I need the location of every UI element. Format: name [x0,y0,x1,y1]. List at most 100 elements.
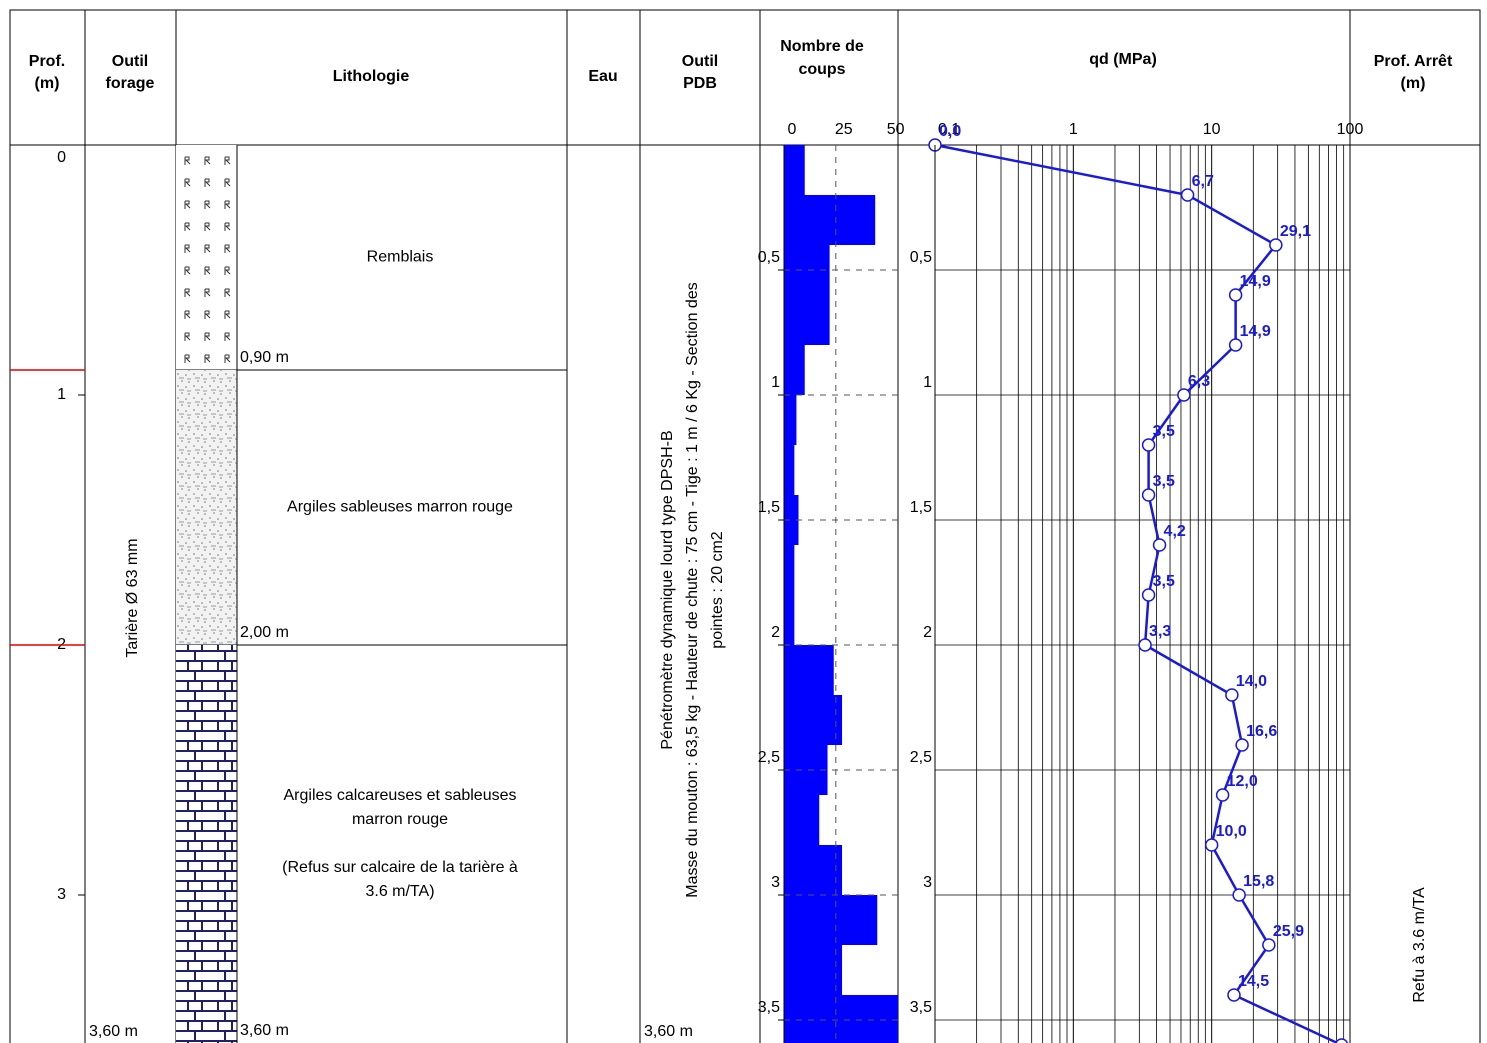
x-tick-label: 0,1 [938,121,960,138]
qd-value-label: 14,5 [1238,973,1269,990]
qd-value-label: 14,9 [1240,323,1271,340]
x-tick-label: 25 [835,121,853,138]
blow-count-bar [784,895,878,945]
blow-count-bar [784,595,795,645]
header-label: PDB [683,75,717,92]
blow-count-bar [784,395,797,445]
qd-value-label: 3,5 [1153,423,1175,440]
depth-label: 0 [57,149,66,166]
blow-count-bar [784,695,843,745]
blow-count-bar [784,495,799,545]
lithology-pattern [176,370,237,645]
outer-frame [9,9,1481,1043]
depth-label: 1 [57,386,66,403]
blow-count-bar [784,645,834,695]
qd-point [1141,438,1156,452]
column-borders [84,10,1351,1043]
blow-count-bar [784,795,820,845]
header-label: Outil [112,53,148,70]
blow-count-bar [784,345,805,395]
layer-description: Argiles calcareuses et sableuses [283,787,516,804]
layer-description: Remblais [367,249,434,266]
qd-point [1180,188,1195,202]
penetrometer-info: Masse du mouton : 63,5 kg - Hauteur de c… [684,282,701,897]
qd-point [1228,288,1243,302]
y-tick-label: 0,5 [910,249,932,266]
y-tick-label: 1,5 [910,499,932,516]
y-tick-label: 3,5 [910,999,932,1016]
lithology-pattern [176,645,237,1043]
layer-description: 3.6 m/TA) [365,883,434,900]
layer-description: Argiles sableuses marron rouge [287,499,513,516]
y-tick-label: 3,5 [758,999,780,1016]
header-label: Nombre de [780,38,864,55]
blow-count-bar [784,445,795,495]
y-tick-label: 0,5 [758,249,780,266]
y-tick-label: 2 [923,624,932,641]
qd-point [1138,638,1152,652]
penetrometer-base: 3,60 m [644,1023,693,1040]
stop-depth: Refu à 3.6 m/TA [1411,887,1428,1003]
y-tick-label: 3 [923,874,932,891]
x-tick-label: 0 [788,121,797,138]
qd-value-label: 29,1 [1280,223,1311,240]
penetrometer-info: Pénétromètre dynamique lourd type DPSH-B [659,430,676,749]
qd-point [1152,538,1167,552]
qd-point [1335,1038,1349,1043]
header-label: coups [798,61,845,78]
blow-count-bar [784,945,843,995]
qd-point [1227,988,1241,1002]
header-label: forage [106,75,155,92]
x-tick-label: 10 [1203,121,1221,138]
header-label: Prof. Arrêt [1374,53,1453,70]
qd-value-label: 25,9 [1273,923,1304,940]
lithology-pattern [176,145,237,370]
layer-base: 0,90 m [240,349,289,366]
header-label: (m) [1401,75,1426,92]
y-tick-label: 1 [771,374,780,391]
qd-point [1177,388,1191,402]
qd-value-label: 14,0 [1236,673,1267,690]
qd-value-label: 0,0 [939,123,961,140]
drilling-tool: Tarière Ø 63 mm [124,538,141,657]
blow-count-bar [784,295,830,345]
header-label: qd (MPa) [1089,51,1157,68]
y-tick-label: 1,5 [758,499,780,516]
qd-value-label: 16,6 [1246,723,1277,740]
header-label: Prof. [29,53,65,70]
y-tick-label: 1 [923,374,932,391]
header-label: Lithologie [333,68,410,85]
qd-value-label: 15,8 [1243,873,1274,890]
y-tick-label: 3 [771,874,780,891]
header-label: Eau [588,68,617,85]
layer-description: marron rouge [352,811,448,828]
qd-value-label: 4,2 [1164,523,1186,540]
qd-point [1225,688,1239,702]
depth-label: 3 [57,886,66,903]
qd-point [1262,938,1276,952]
x-tick-label: 1 [1069,121,1078,138]
layer-description: (Refus sur calcaire de la tarière à [282,859,518,876]
header-label: (m) [35,75,60,92]
qd-point [1228,338,1243,352]
blow-count-bar [784,845,843,895]
qd-point [1215,788,1230,802]
qd-value-label: 14,9 [1240,273,1271,290]
y-tick-label: 2,5 [910,749,932,766]
qd-value-label: 3,3 [1149,623,1171,640]
qd-point [1141,588,1156,602]
y-tick-label: 2 [771,624,780,641]
x-tick-label: 100 [1337,121,1364,138]
qd-value-label: 3,5 [1153,473,1175,490]
qd-value-label: 3,5 [1153,573,1175,590]
qd-value-label: 10,0 [1216,823,1247,840]
layer-base: 2,00 m [240,624,289,641]
qd-value-label: 6,3 [1188,373,1210,390]
drilling-base: 3,60 m [89,1023,138,1040]
penetrometer-info: pointes : 20 cm2 [709,531,726,649]
qd-point [1269,238,1283,252]
qd-value-label: 6,7 [1192,173,1214,190]
qd-line [934,143,1341,1043]
qd-value-label: 12,0 [1227,773,1258,790]
